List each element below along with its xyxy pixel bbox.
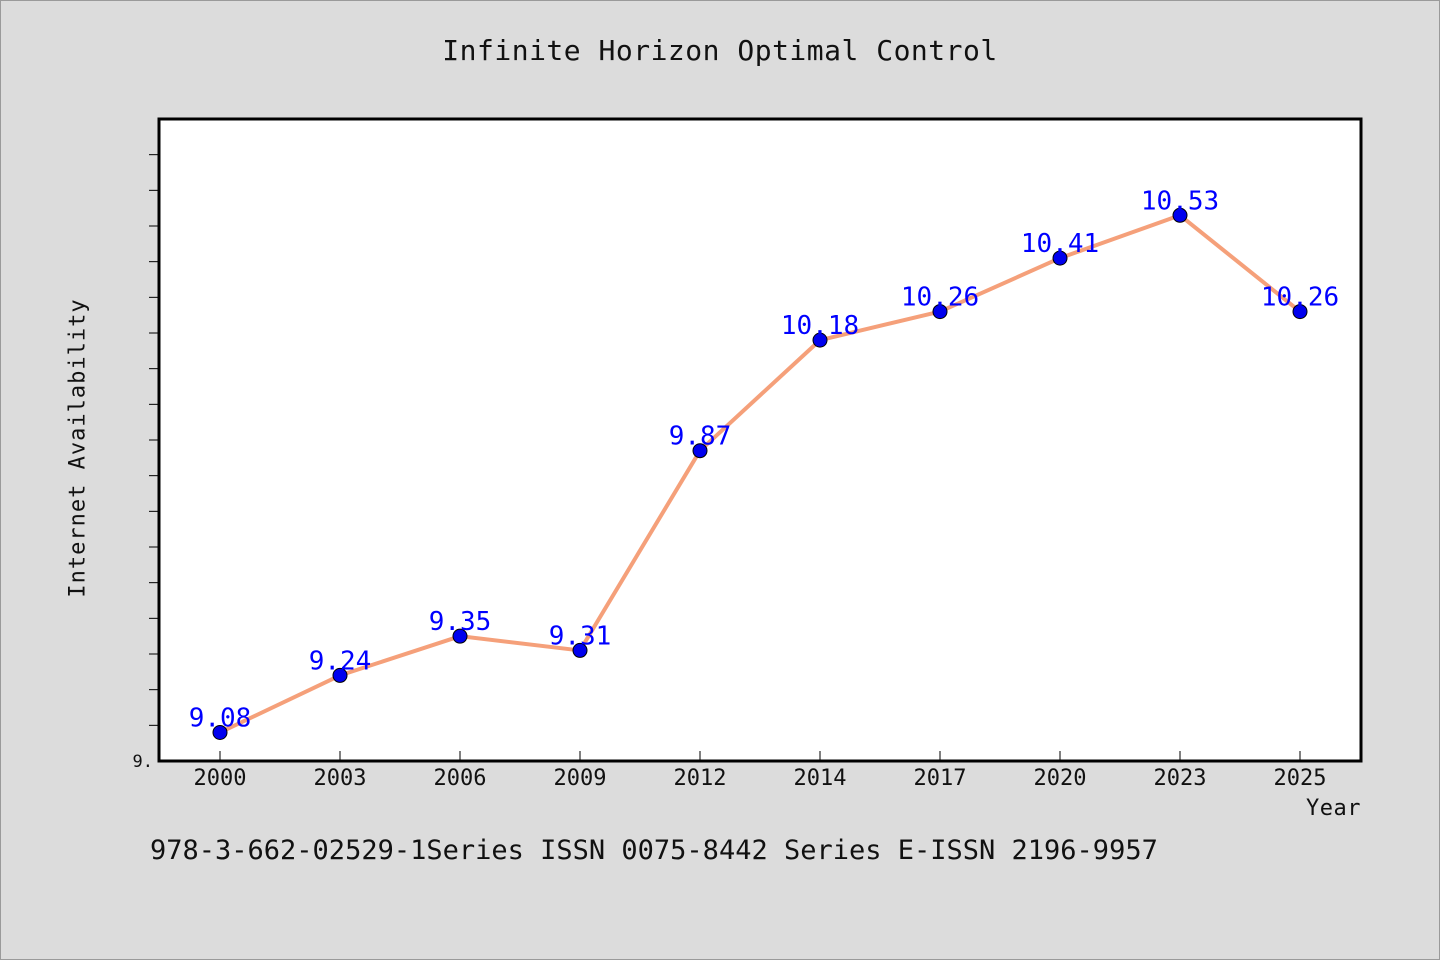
series-line [218,213,1302,735]
data-label: 10.26 [1261,283,1339,313]
data-point [332,667,348,683]
y-axis-label: Internet Availability [65,298,91,598]
series-layer: 9.08 9.24 9.35 9.31 9.87 10.18 10.26 10.41 10.53… [189,186,1339,740]
data-label: 10.41 [1021,229,1099,259]
x-tick-label: 2012 [674,766,727,791]
x-tick-label: 2003 [314,766,367,791]
x-tick-label: 2014 [794,766,847,791]
chart-title: Infinite Horizon Optimal Control [442,34,998,67]
x-tick-label: 2017 [914,766,967,791]
x-tick-label: 2006 [434,766,487,791]
data-point [572,642,588,658]
data-label: 9.08 [189,703,252,733]
x-tick-label: 2000 [194,766,247,791]
plot-area [157,117,1363,763]
data-point [212,724,228,740]
data-point [1292,304,1308,320]
data-label: 9.31 [549,621,612,651]
data-point [692,443,708,459]
data-point [932,304,948,320]
x-axis-ticks: 2000 2003 2006 2009 2012 2014 2017 2020 2023 2025 [194,751,1327,791]
data-point [1172,207,1188,223]
x-tick-label: 2020 [1034,766,1087,791]
x-tick-label: 2023 [1154,766,1207,791]
x-tick-label: 2009 [554,766,607,791]
data-label: 9.35 [429,607,492,637]
x-axis-label: Year [1306,796,1361,821]
data-label: 9.87 [669,422,732,452]
data-point [1052,250,1068,266]
data-label: 10.26 [901,283,979,313]
data-point [452,628,468,644]
y-axis-ticks: 9. [133,154,159,772]
data-label: 10.18 [781,311,859,341]
y-tick-label: 9. [133,752,153,772]
x-tick-label: 2025 [1274,766,1327,791]
data-point [812,332,828,348]
data-label: 10.53 [1141,186,1219,216]
data-label: 9.24 [309,646,372,676]
footer-note: 978-3-662-02529-1Series ISSN 0075-8442 S… [150,835,1158,866]
